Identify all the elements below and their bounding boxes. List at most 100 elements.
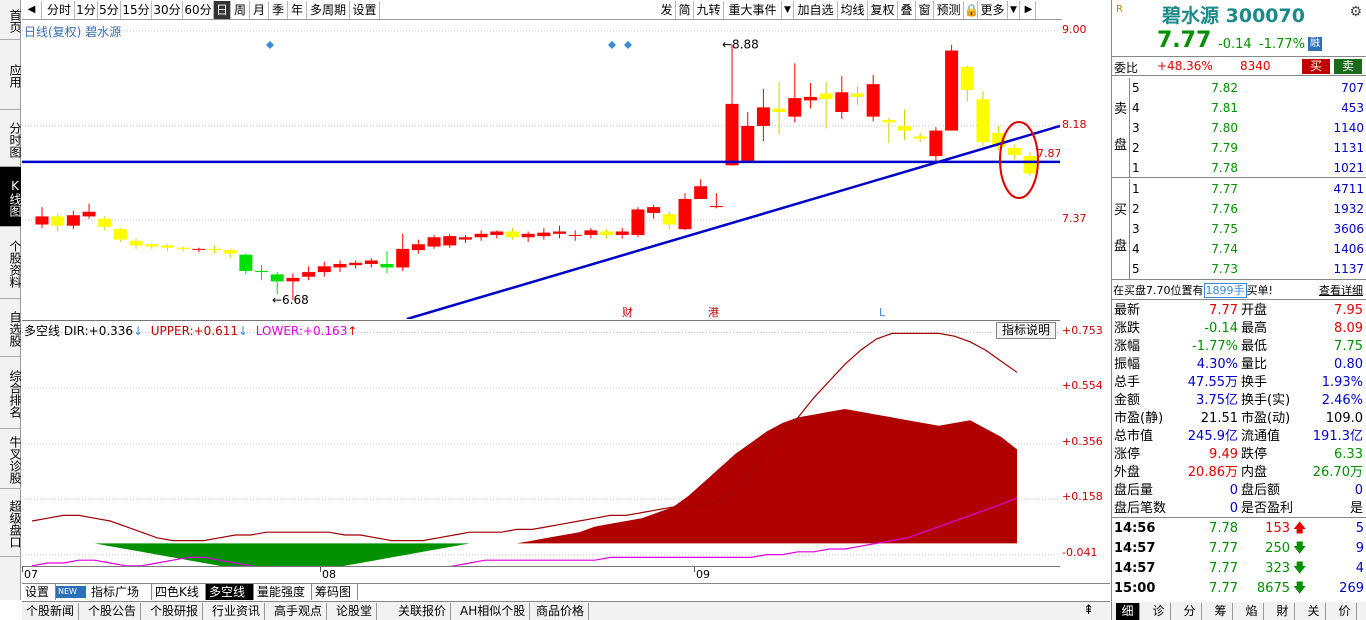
news-tab-3[interactable]: 行业资讯 bbox=[208, 603, 266, 620]
period-tab-6[interactable]: 日 bbox=[214, 1, 231, 19]
news-tab-4[interactable]: 高手观点 bbox=[270, 603, 328, 620]
candle bbox=[600, 229, 614, 239]
tick-row: 14:57 7.77 250 🡇 9 bbox=[1112, 539, 1366, 559]
indicator-name: 多空线 bbox=[24, 324, 61, 338]
left-tab-2[interactable]: 分时图 bbox=[0, 110, 22, 167]
event-marker-1[interactable]: 港 bbox=[708, 306, 719, 319]
dropdown-icon[interactable]: ▼ bbox=[782, 1, 794, 19]
indicator-tab-6[interactable]: 筹码图 bbox=[312, 584, 358, 600]
quote-tab-2[interactable]: 分 bbox=[1178, 603, 1202, 620]
indicator-panel[interactable]: 多空线 DIR:+0.336↓ UPPER:+0.611↓ LOWER:+0.1… bbox=[22, 320, 1060, 567]
period-tab-3[interactable]: 15分 bbox=[121, 1, 152, 19]
event-marker-2[interactable]: L bbox=[879, 306, 886, 319]
candle bbox=[694, 179, 708, 199]
quote-tab-1[interactable]: 诊 bbox=[1147, 603, 1171, 620]
stat-row: 涨停 9.49 跌停 6.33 bbox=[1112, 446, 1366, 464]
tick-volume: 8675 bbox=[1256, 581, 1290, 596]
period-tab-4[interactable]: 30分 bbox=[152, 1, 183, 19]
buy-button[interactable]: 买 bbox=[1302, 59, 1330, 74]
left-tab-5[interactable]: 自选股 bbox=[0, 299, 22, 357]
left-tab-0[interactable]: 首页 bbox=[0, 0, 22, 40]
view-detail-link[interactable]: 查看详细 bbox=[1319, 284, 1363, 297]
tick-row: 15:00 7.77 8675 🡇 269 bbox=[1112, 579, 1366, 599]
quote-tab-0[interactable]: 细 bbox=[1116, 603, 1140, 620]
candle bbox=[537, 228, 551, 240]
stat-value: -1.77% bbox=[1192, 339, 1238, 354]
left-tab-8[interactable]: 超级盘口 bbox=[0, 489, 22, 557]
news-tab-0[interactable]: 个股新闻 bbox=[22, 603, 80, 620]
candle bbox=[411, 239, 425, 254]
news-tab-7[interactable]: AH相似个股 bbox=[456, 603, 531, 620]
sell-button[interactable]: 卖 bbox=[1334, 59, 1362, 74]
period-tab-11[interactable]: 多周期 bbox=[307, 1, 350, 19]
stat-value: 8.09 bbox=[1334, 321, 1363, 336]
quote-tab-6[interactable]: 关 bbox=[1302, 603, 1326, 620]
period-tab-10[interactable]: 年 bbox=[288, 1, 307, 19]
candle bbox=[66, 210, 80, 230]
candle bbox=[615, 228, 629, 239]
period-tab-7[interactable]: 周 bbox=[231, 1, 250, 19]
stat-row: 盘后量 0 盘后额 0 bbox=[1112, 482, 1366, 500]
indicator-tab-2[interactable]: 指标广场 bbox=[88, 584, 152, 600]
period-tab-1[interactable]: 1分 bbox=[75, 1, 98, 19]
left-tab-4[interactable]: 个股资料 bbox=[0, 227, 22, 299]
toolbar-item-5[interactable]: 均线 bbox=[838, 1, 868, 19]
left-tab-3[interactable]: K线图 bbox=[0, 167, 22, 227]
more-dropdown-icon[interactable]: ▼ bbox=[1008, 1, 1020, 19]
left-tab-1[interactable]: 应用 bbox=[0, 40, 22, 110]
toolbar-item-10[interactable]: 更多 bbox=[978, 1, 1008, 19]
stat-value: 47.55万 bbox=[1187, 375, 1238, 390]
arrow-left-icon[interactable]: ◀ bbox=[22, 1, 42, 19]
quote-tab-4[interactable]: 焰 bbox=[1240, 603, 1264, 620]
toolbar-item-1[interactable]: 简 bbox=[676, 1, 694, 19]
order-volume: 707 bbox=[1341, 81, 1364, 95]
period-tab-5[interactable]: 60分 bbox=[183, 1, 214, 19]
toolbar-item-6[interactable]: 复权 bbox=[868, 1, 898, 19]
stat-value: 191.3亿 bbox=[1312, 429, 1363, 444]
toolbar-item-3[interactable]: 重大事件 bbox=[724, 1, 782, 19]
lock-icon[interactable]: 🔒 bbox=[964, 1, 979, 19]
toolbar-item-2[interactable]: 九转 bbox=[694, 1, 724, 19]
event-diamond-icon[interactable] bbox=[266, 41, 274, 49]
quote-tab-7[interactable]: 价 bbox=[1333, 603, 1357, 620]
buys-order-row: 5 7.73 1137 bbox=[1130, 259, 1366, 279]
stat-label: 是否盈利 bbox=[1241, 501, 1294, 516]
period-tab-2[interactable]: 5分 bbox=[98, 1, 121, 19]
news-tab-5[interactable]: 论股堂 bbox=[332, 603, 378, 620]
period-tab-12[interactable]: 设置 bbox=[350, 1, 380, 19]
toolbar-item-9[interactable]: 预测 bbox=[934, 1, 964, 19]
news-tab-1[interactable]: 个股公告 bbox=[84, 603, 142, 620]
indicator-tab-0[interactable]: 设置 bbox=[22, 584, 56, 600]
period-tab-0[interactable]: 分时 bbox=[44, 1, 75, 19]
toolbar-item-8[interactable]: 窗 bbox=[916, 1, 934, 19]
indicator-tab-3[interactable]: 四色K线 bbox=[152, 584, 206, 600]
news-tab-8[interactable]: 商品价格 bbox=[532, 603, 590, 620]
order-volume: 3606 bbox=[1333, 222, 1364, 236]
arrow-right-icon[interactable]: ▶ bbox=[1022, 1, 1036, 19]
event-diamond-icon[interactable] bbox=[624, 41, 632, 49]
news-tab-2[interactable]: 个股研报 bbox=[146, 603, 204, 620]
period-tab-9[interactable]: 季 bbox=[269, 1, 288, 19]
gear-icon[interactable]: ⚙ bbox=[1349, 4, 1362, 20]
indicator-help-button[interactable]: 指标说明 bbox=[996, 322, 1056, 339]
quote-tab-5[interactable]: 財 bbox=[1271, 603, 1295, 620]
period-tab-8[interactable]: 月 bbox=[250, 1, 269, 19]
left-tab-7[interactable]: 牛叉诊股 bbox=[0, 429, 22, 489]
quote-tab-3[interactable]: 筹 bbox=[1209, 603, 1233, 620]
news-tab-6[interactable]: 关联报价 bbox=[394, 603, 452, 620]
indicator-tab-5[interactable]: 量能强度 bbox=[254, 584, 312, 600]
indicator-tab-4[interactable]: 多空线 bbox=[206, 584, 254, 600]
indicator-legend: 多空线 DIR:+0.336↓ UPPER:+0.611↓ LOWER:+0.1… bbox=[24, 322, 357, 339]
toolbar-item-0[interactable]: 发 bbox=[658, 1, 676, 19]
collapse-up-icon[interactable]: ⇞ bbox=[1083, 603, 1094, 618]
event-marker-0[interactable]: 财 bbox=[622, 305, 633, 319]
toolbar-item-4[interactable]: 加自选 bbox=[794, 1, 838, 19]
event-diamond-icon[interactable] bbox=[608, 41, 616, 49]
trend-line[interactable] bbox=[406, 124, 1060, 319]
candle bbox=[239, 253, 253, 275]
indicator-tabs: 设置 NEW 指标广场 四色K线 多空线 量能强度 筹码图 bbox=[22, 583, 1110, 600]
notice-text: 在买盘7.70位置有 bbox=[1113, 284, 1204, 297]
left-tab-6[interactable]: 综合排名 bbox=[0, 357, 22, 429]
toolbar-item-7[interactable]: 叠 bbox=[898, 1, 916, 19]
kline-panel[interactable]: ←8.88 ←6.68 7.87 财 港 L 日线(复权) 碧水源 bbox=[22, 21, 1060, 319]
